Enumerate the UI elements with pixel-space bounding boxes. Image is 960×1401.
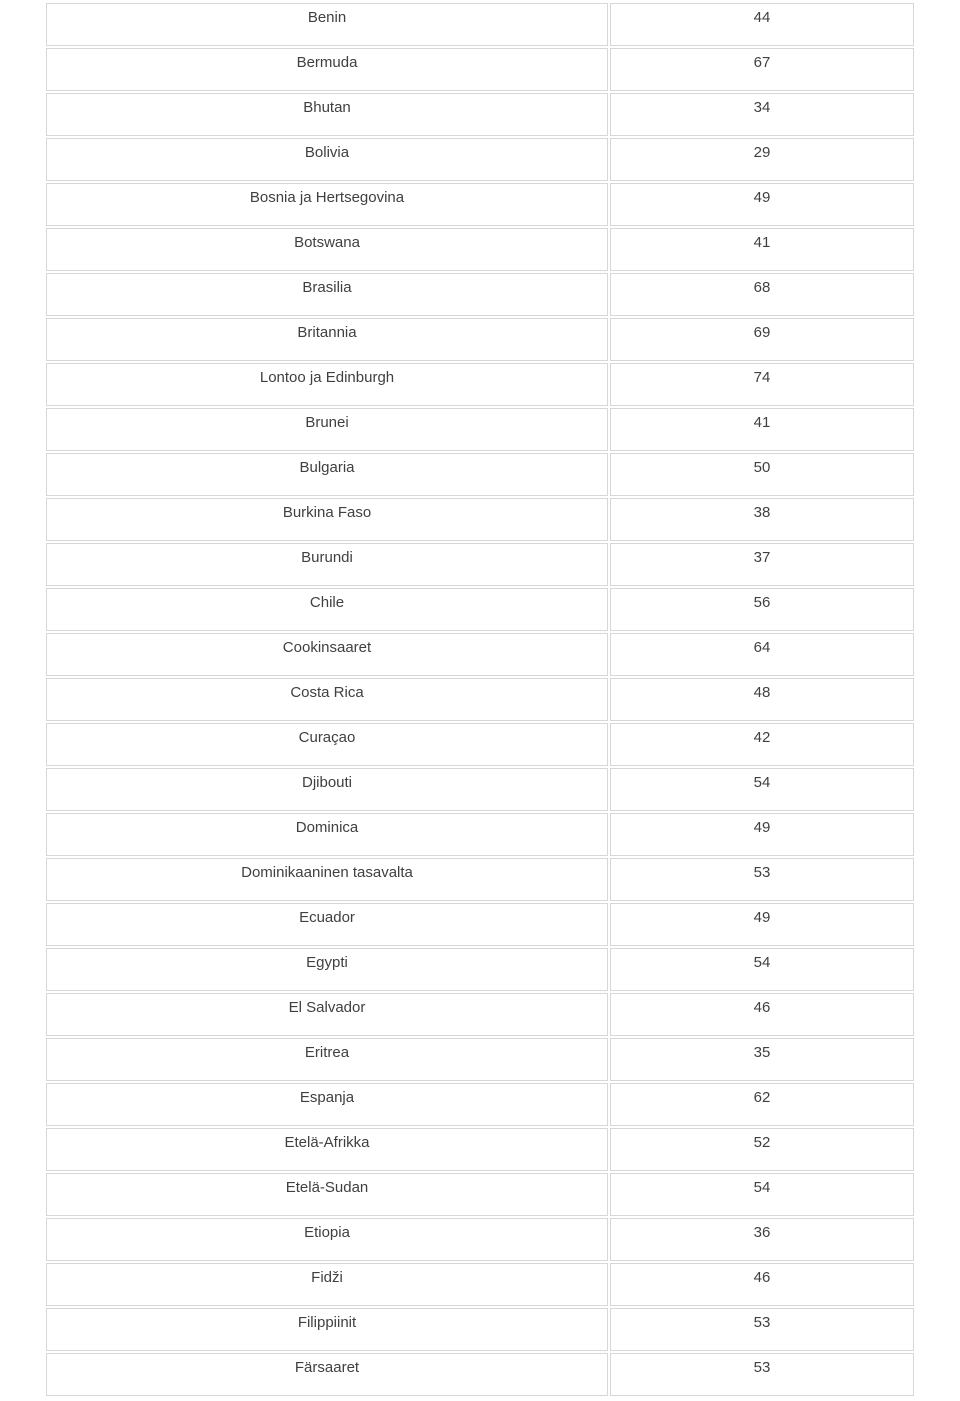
table-row: Espanja62 (46, 1083, 920, 1126)
country-value-cell: 54 (610, 768, 914, 811)
country-name-cell: Britannia (46, 318, 608, 361)
country-value-cell: 64 (610, 633, 914, 676)
country-value-cell: 53 (610, 858, 914, 901)
table-row: Bosnia ja Hertsegovina49 (46, 183, 920, 226)
country-value-cell: 29 (610, 138, 914, 181)
table-row: Costa Rica48 (46, 678, 920, 721)
table-row: Etiopia36 (46, 1218, 920, 1261)
country-name-cell: Chile (46, 588, 608, 631)
country-name-cell: Etelä-Sudan (46, 1173, 608, 1216)
country-value-cell: 46 (610, 993, 914, 1036)
table-row: Chile56 (46, 588, 920, 631)
table-row: Etelä-Sudan54 (46, 1173, 920, 1216)
country-value-cell: 34 (610, 93, 914, 136)
country-name-cell: Bulgaria (46, 453, 608, 496)
country-name-cell: Brunei (46, 408, 608, 451)
table-row: Burkina Faso38 (46, 498, 920, 541)
table-row: El Salvador46 (46, 993, 920, 1036)
country-name-cell: El Salvador (46, 993, 608, 1036)
table-row: Britannia69 (46, 318, 920, 361)
country-value-cell: 68 (610, 273, 914, 316)
country-value-cell: 54 (610, 1173, 914, 1216)
country-name-cell: Brasilia (46, 273, 608, 316)
country-value-cell: 56 (610, 588, 914, 631)
country-name-cell: Dominikaaninen tasavalta (46, 858, 608, 901)
table-row: Etelä-Afrikka52 (46, 1128, 920, 1171)
country-name-cell: Curaçao (46, 723, 608, 766)
country-name-cell: Eritrea (46, 1038, 608, 1081)
table-row: Bulgaria50 (46, 453, 920, 496)
country-value-cell: 67 (610, 48, 914, 91)
country-name-cell: Bermuda (46, 48, 608, 91)
country-value-cell: 38 (610, 498, 914, 541)
table-row: Burundi37 (46, 543, 920, 586)
country-name-cell: Ecuador (46, 903, 608, 946)
country-value-cell: 48 (610, 678, 914, 721)
country-value-cell: 69 (610, 318, 914, 361)
country-name-cell: Bolivia (46, 138, 608, 181)
country-value-cell: 74 (610, 363, 914, 406)
table-row: Bhutan34 (46, 93, 920, 136)
table-row: Ecuador49 (46, 903, 920, 946)
country-value-cell: 42 (610, 723, 914, 766)
country-name-cell: Bosnia ja Hertsegovina (46, 183, 608, 226)
country-name-cell: Djibouti (46, 768, 608, 811)
table-row: Botswana41 (46, 228, 920, 271)
country-name-cell: Egypti (46, 948, 608, 991)
table-row: Egypti54 (46, 948, 920, 991)
table-row: Bolivia29 (46, 138, 920, 181)
table-row: Curaçao42 (46, 723, 920, 766)
country-value-cell: 52 (610, 1128, 914, 1171)
country-name-cell: Etelä-Afrikka (46, 1128, 608, 1171)
country-value-cell: 49 (610, 813, 914, 856)
country-table: Benin44Bermuda67Bhutan34Bolivia29Bosnia … (46, 3, 920, 1396)
table-row: Benin44 (46, 3, 920, 46)
country-value-cell: 53 (610, 1308, 914, 1351)
country-name-cell: Benin (46, 3, 608, 46)
table-row: Brunei41 (46, 408, 920, 451)
country-value-cell: 41 (610, 228, 914, 271)
country-value-cell: 50 (610, 453, 914, 496)
country-name-cell: Filippiinit (46, 1308, 608, 1351)
table-row: Eritrea35 (46, 1038, 920, 1081)
country-name-cell: Espanja (46, 1083, 608, 1126)
table-row: Cookinsaaret64 (46, 633, 920, 676)
country-name-cell: Costa Rica (46, 678, 608, 721)
country-value-cell: 49 (610, 903, 914, 946)
table-row: Dominica49 (46, 813, 920, 856)
table-row: Lontoo ja Edinburgh74 (46, 363, 920, 406)
table-row: Djibouti54 (46, 768, 920, 811)
country-value-cell: 37 (610, 543, 914, 586)
country-name-cell: Färsaaret (46, 1353, 608, 1396)
country-name-cell: Burkina Faso (46, 498, 608, 541)
table-row: Filippiinit53 (46, 1308, 920, 1351)
table-row: Färsaaret53 (46, 1353, 920, 1396)
country-name-cell: Dominica (46, 813, 608, 856)
country-value-cell: 36 (610, 1218, 914, 1261)
country-name-cell: Etiopia (46, 1218, 608, 1261)
country-name-cell: Burundi (46, 543, 608, 586)
country-value-cell: 54 (610, 948, 914, 991)
table-row: Fidži46 (46, 1263, 920, 1306)
country-name-cell: Cookinsaaret (46, 633, 608, 676)
table-row: Bermuda67 (46, 48, 920, 91)
country-value-cell: 35 (610, 1038, 914, 1081)
table-row: Dominikaaninen tasavalta53 (46, 858, 920, 901)
country-value-cell: 53 (610, 1353, 914, 1396)
country-value-cell: 41 (610, 408, 914, 451)
country-name-cell: Fidži (46, 1263, 608, 1306)
country-value-cell: 49 (610, 183, 914, 226)
country-name-cell: Lontoo ja Edinburgh (46, 363, 608, 406)
country-value-cell: 46 (610, 1263, 914, 1306)
country-value-cell: 44 (610, 3, 914, 46)
country-name-cell: Bhutan (46, 93, 608, 136)
table-row: Brasilia68 (46, 273, 920, 316)
country-name-cell: Botswana (46, 228, 608, 271)
country-value-cell: 62 (610, 1083, 914, 1126)
